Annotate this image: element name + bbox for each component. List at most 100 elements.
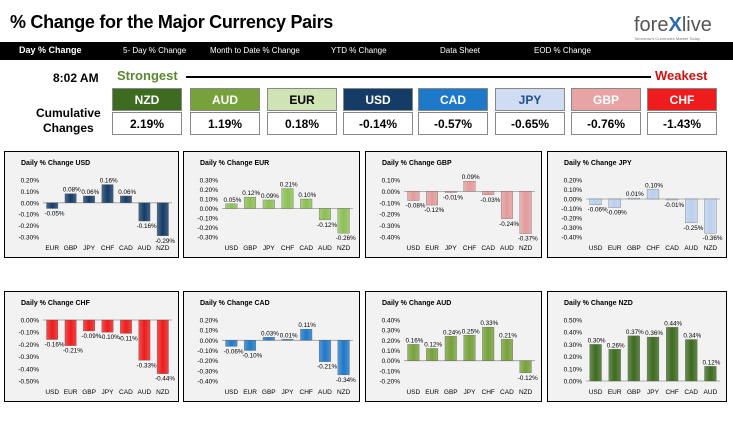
x-tick-label: CAD bbox=[299, 245, 313, 252]
data-label: 0.10% bbox=[298, 192, 316, 199]
x-tick-label: JPY bbox=[282, 389, 295, 396]
bar-chart: Daily % Change AUD 0.40% 0.30% 0.20% 0.10% 0.… bbox=[379, 300, 538, 396]
data-label: -0.16% bbox=[137, 223, 157, 230]
data-label: 0.24% bbox=[443, 329, 461, 336]
bar-chf bbox=[101, 184, 114, 203]
bar-chf bbox=[281, 188, 294, 209]
bar-nzd bbox=[337, 340, 350, 376]
bar-chf bbox=[463, 180, 476, 192]
nav-day-change[interactable]: Day % Change bbox=[19, 45, 82, 55]
data-label: 0.16% bbox=[406, 337, 424, 344]
y-tick-label: -0.40% bbox=[197, 379, 218, 386]
data-label: -0.12% bbox=[518, 375, 538, 382]
data-label: 0.25% bbox=[462, 328, 480, 335]
y-tick-label: -0.10% bbox=[379, 200, 400, 207]
currency-code-eur: EUR bbox=[267, 88, 337, 111]
x-tick-label: GBP bbox=[243, 245, 257, 252]
y-tick-label: 0.20% bbox=[21, 178, 40, 185]
bar-chart: Daily % Change NZD 0.50% 0.40% 0.30% 0.20% 0.… bbox=[564, 300, 721, 396]
bar-chf bbox=[666, 327, 679, 382]
data-label: 0.06% bbox=[81, 189, 99, 196]
bar-aud bbox=[685, 198, 698, 223]
data-label: -0.05% bbox=[45, 211, 65, 218]
bar-nzd bbox=[156, 319, 169, 374]
bar-gbp bbox=[262, 337, 275, 341]
chart-title: Daily % Change AUD bbox=[382, 300, 451, 307]
y-tick-label: -0.30% bbox=[18, 235, 39, 242]
x-tick-label: NZD bbox=[337, 245, 351, 252]
chart-panel-1: Daily % Change EUR 0.30% 0.20% 0.10% 0.00% -0… bbox=[183, 151, 360, 258]
nav-5day-change[interactable]: 5- Day % Change bbox=[123, 46, 187, 55]
data-label: 0.06% bbox=[118, 189, 136, 196]
data-label: -0.10% bbox=[242, 353, 262, 360]
chart-title: Daily % Change GBP bbox=[382, 160, 452, 167]
nav-month-to-date[interactable]: Month to Date % Change bbox=[210, 46, 300, 55]
bar-eur bbox=[46, 202, 59, 209]
y-tick-label: 0.20% bbox=[564, 178, 583, 185]
weakest-label: Weakest bbox=[655, 68, 708, 83]
data-label: 0.03% bbox=[261, 330, 279, 337]
strength-scale-line bbox=[186, 76, 651, 78]
y-tick-label: -0.10% bbox=[379, 368, 400, 375]
bar-usd bbox=[589, 344, 602, 382]
bar-aud bbox=[500, 191, 513, 219]
chart-panel-2: Daily % Change GBP 0.10% 0.00% -0.10% -0.20%… bbox=[365, 151, 542, 258]
chart-title: Daily % Change USD bbox=[21, 160, 90, 167]
currency-change-aud: 1.19% bbox=[190, 112, 260, 135]
data-label: -0.09% bbox=[607, 210, 627, 217]
y-tick-label: 0.00% bbox=[21, 318, 40, 325]
x-tick-label: CAD bbox=[500, 389, 514, 396]
forexlive-logo: foreXlive Tomorrow's Currencies Market T… bbox=[634, 14, 712, 41]
x-tick-label: USD bbox=[589, 245, 603, 252]
y-tick-label: -0.30% bbox=[18, 354, 39, 361]
bar-usd bbox=[407, 344, 420, 361]
bar-cad bbox=[666, 198, 679, 201]
y-tick-label: 0.20% bbox=[200, 318, 219, 325]
nav-data-sheet[interactable]: Data Sheet bbox=[440, 46, 481, 55]
x-tick-label: CHF bbox=[101, 245, 114, 252]
x-tick-label: AUD bbox=[137, 389, 151, 396]
bar-usd bbox=[407, 191, 420, 201]
x-tick-label: GBP bbox=[64, 245, 78, 252]
data-label: -0.12% bbox=[317, 222, 337, 229]
x-tick-label: CAD bbox=[665, 245, 679, 252]
y-tick-label: -0.30% bbox=[197, 235, 218, 242]
bar-nzd bbox=[156, 202, 169, 237]
data-label: 0.10% bbox=[645, 183, 663, 190]
x-tick-label: EUR bbox=[608, 389, 622, 396]
x-tick-label: USD bbox=[45, 389, 59, 396]
data-label: -0.25% bbox=[683, 225, 703, 232]
data-label: 0.09% bbox=[462, 174, 480, 181]
y-tick-label: 0.00% bbox=[382, 189, 401, 196]
bar-gbp bbox=[444, 336, 457, 361]
data-label: 0.33% bbox=[480, 320, 498, 327]
currency-change-cad: -0.57% bbox=[418, 112, 488, 135]
bar-cad bbox=[120, 195, 132, 203]
cumulative-label-line1: Cumulative bbox=[36, 106, 101, 120]
x-tick-label: NZD bbox=[337, 389, 351, 396]
x-tick-label: JPY bbox=[263, 245, 276, 252]
y-tick-label: -0.20% bbox=[197, 358, 218, 365]
data-label: 0.12% bbox=[242, 190, 260, 197]
x-tick-label: CHF bbox=[646, 245, 659, 252]
nav-ytd-change[interactable]: YTD % Change bbox=[331, 46, 387, 55]
bar-jpy bbox=[101, 319, 114, 333]
y-tick-label: 0.00% bbox=[564, 379, 583, 386]
nav-eod-change[interactable]: EOD % Change bbox=[534, 46, 591, 55]
bar-eur bbox=[426, 348, 439, 361]
data-label: 0.21% bbox=[280, 182, 298, 189]
currency-code-nzd: NZD bbox=[112, 88, 182, 111]
currency-code-chf: CHF bbox=[647, 88, 717, 111]
currency-code-gbp: GBP bbox=[571, 88, 641, 111]
page-title: % Change for the Major Currency Pairs bbox=[10, 12, 333, 32]
chart-title: Daily % Change NZD bbox=[564, 300, 633, 307]
x-tick-label: NZD bbox=[519, 389, 533, 396]
data-label: 0.01% bbox=[626, 191, 644, 198]
strongest-label: Strongest bbox=[117, 68, 178, 83]
y-tick-label: 0.10% bbox=[200, 197, 219, 204]
x-tick-label: AUD bbox=[684, 245, 698, 252]
bar-nzd bbox=[704, 198, 717, 234]
cumulative-label-line2: Changes bbox=[43, 121, 94, 135]
x-tick-label: JPY bbox=[647, 389, 660, 396]
bar-cad bbox=[685, 339, 698, 382]
